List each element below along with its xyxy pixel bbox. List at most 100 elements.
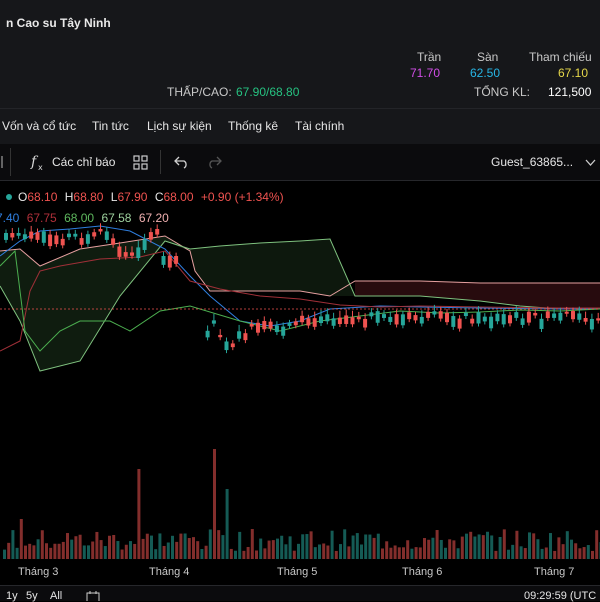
volume-bar (460, 536, 464, 559)
volume-bar (145, 533, 149, 559)
candle (319, 316, 323, 324)
candles (4, 223, 600, 354)
tab-capital-dividends[interactable]: Vốn và cổ tức (2, 119, 77, 133)
candle (407, 312, 412, 320)
tab-events[interactable]: Lịch sự kiện (147, 119, 212, 133)
kijun-line (0, 250, 600, 352)
volume-bar (154, 549, 158, 559)
volume-bar (486, 531, 489, 559)
volume-bar (565, 531, 569, 559)
range-all-button[interactable]: All (50, 590, 63, 602)
candle (142, 239, 147, 250)
volume-bar (259, 538, 263, 559)
candle (312, 318, 317, 327)
user-menu[interactable]: Guest_63865... (491, 155, 574, 169)
volume-bar (431, 537, 435, 559)
templates-grid-icon[interactable] (133, 155, 148, 170)
volume-bars (3, 449, 600, 559)
range-1y-button[interactable]: 1y (6, 590, 18, 602)
open-value: 68.10 (27, 190, 58, 204)
volume-bar (561, 544, 565, 559)
total-volume: 121,500 (548, 85, 592, 99)
candle (41, 231, 46, 243)
volume-bar (494, 550, 498, 559)
volume-bar (120, 549, 124, 559)
volume-bar (318, 544, 321, 559)
change-value: +0.90 (+1.34%) (200, 190, 284, 204)
candle (363, 318, 368, 328)
volume-bar (376, 533, 380, 559)
volume-bar (385, 541, 389, 559)
volume-bar (78, 534, 82, 559)
volume-bar (49, 547, 53, 559)
volume-bar (393, 545, 397, 559)
candle (564, 311, 569, 314)
candle (476, 312, 481, 324)
candle (571, 311, 575, 320)
indicator-legend: 7.40 67.75 68.00 67.58 67.20 (0, 211, 169, 225)
tab-statistics[interactable]: Thống kê (228, 119, 279, 133)
candle (29, 231, 34, 239)
volume-bar (410, 548, 414, 559)
volume-bar (40, 530, 44, 559)
volume-bar (414, 547, 418, 559)
candle (463, 312, 468, 317)
indicators-button[interactable]: f x Các chỉ báo (28, 150, 120, 174)
tab-financials[interactable]: Tài chính (295, 119, 345, 133)
candle (419, 316, 424, 324)
volume-bar (502, 529, 506, 559)
volume-bar (549, 533, 552, 559)
candle (495, 313, 500, 322)
candle (218, 334, 223, 338)
range-5y-button[interactable]: 5y (26, 590, 38, 602)
tab-news[interactable]: Tin tức (92, 119, 129, 133)
volume-bar (595, 530, 599, 559)
candle (344, 315, 349, 324)
candle (400, 314, 405, 326)
undo-icon[interactable] (174, 155, 190, 169)
volume-bar (313, 547, 317, 559)
volume-bar (213, 449, 216, 559)
candle (48, 234, 53, 247)
candle (155, 229, 160, 235)
volume-bar (528, 532, 531, 559)
toolbar-edge-icon (1, 156, 3, 168)
volume-bar (200, 549, 204, 559)
volume-bar (490, 535, 494, 559)
total-volume-label: TỔNG KL: (474, 85, 531, 99)
candle (268, 321, 273, 329)
volume-bar (498, 536, 502, 559)
status-dot-icon (6, 194, 12, 200)
calendar-icon[interactable] (86, 591, 100, 601)
volume-bar (330, 530, 334, 559)
volume-bar (45, 543, 48, 559)
volume-bar (276, 538, 279, 559)
volume-bar (87, 545, 90, 559)
volume-bar (280, 535, 284, 559)
volume-bar (221, 535, 225, 559)
chikou-line (0, 249, 600, 352)
volume-bar (217, 530, 221, 559)
candle (174, 256, 179, 264)
volume-bar (586, 545, 590, 559)
toolbar-divider (160, 150, 161, 174)
price-chart[interactable] (0, 181, 600, 585)
low-value: 67.90 (117, 190, 148, 204)
volume-bar (511, 544, 515, 559)
floor-price: 62.50 (470, 66, 501, 80)
volume-bar (229, 548, 233, 559)
redo-icon[interactable] (206, 155, 222, 169)
time-axis: Tháng 3 Tháng 4 Tháng 5 Tháng 6 Tháng 7 (0, 560, 600, 584)
volume-bar (3, 549, 6, 559)
chevron-down-icon[interactable] (585, 159, 596, 167)
indicator-value-base: 67.75 (26, 211, 57, 225)
open-label: O (18, 190, 28, 204)
candle (167, 256, 172, 268)
candle (230, 343, 235, 348)
volume-bar (339, 544, 342, 559)
volume-bar (225, 489, 229, 559)
volume-bar (439, 539, 443, 559)
candle (457, 318, 462, 329)
volume-bar (465, 533, 468, 559)
day-high: 68.80 (269, 85, 300, 99)
